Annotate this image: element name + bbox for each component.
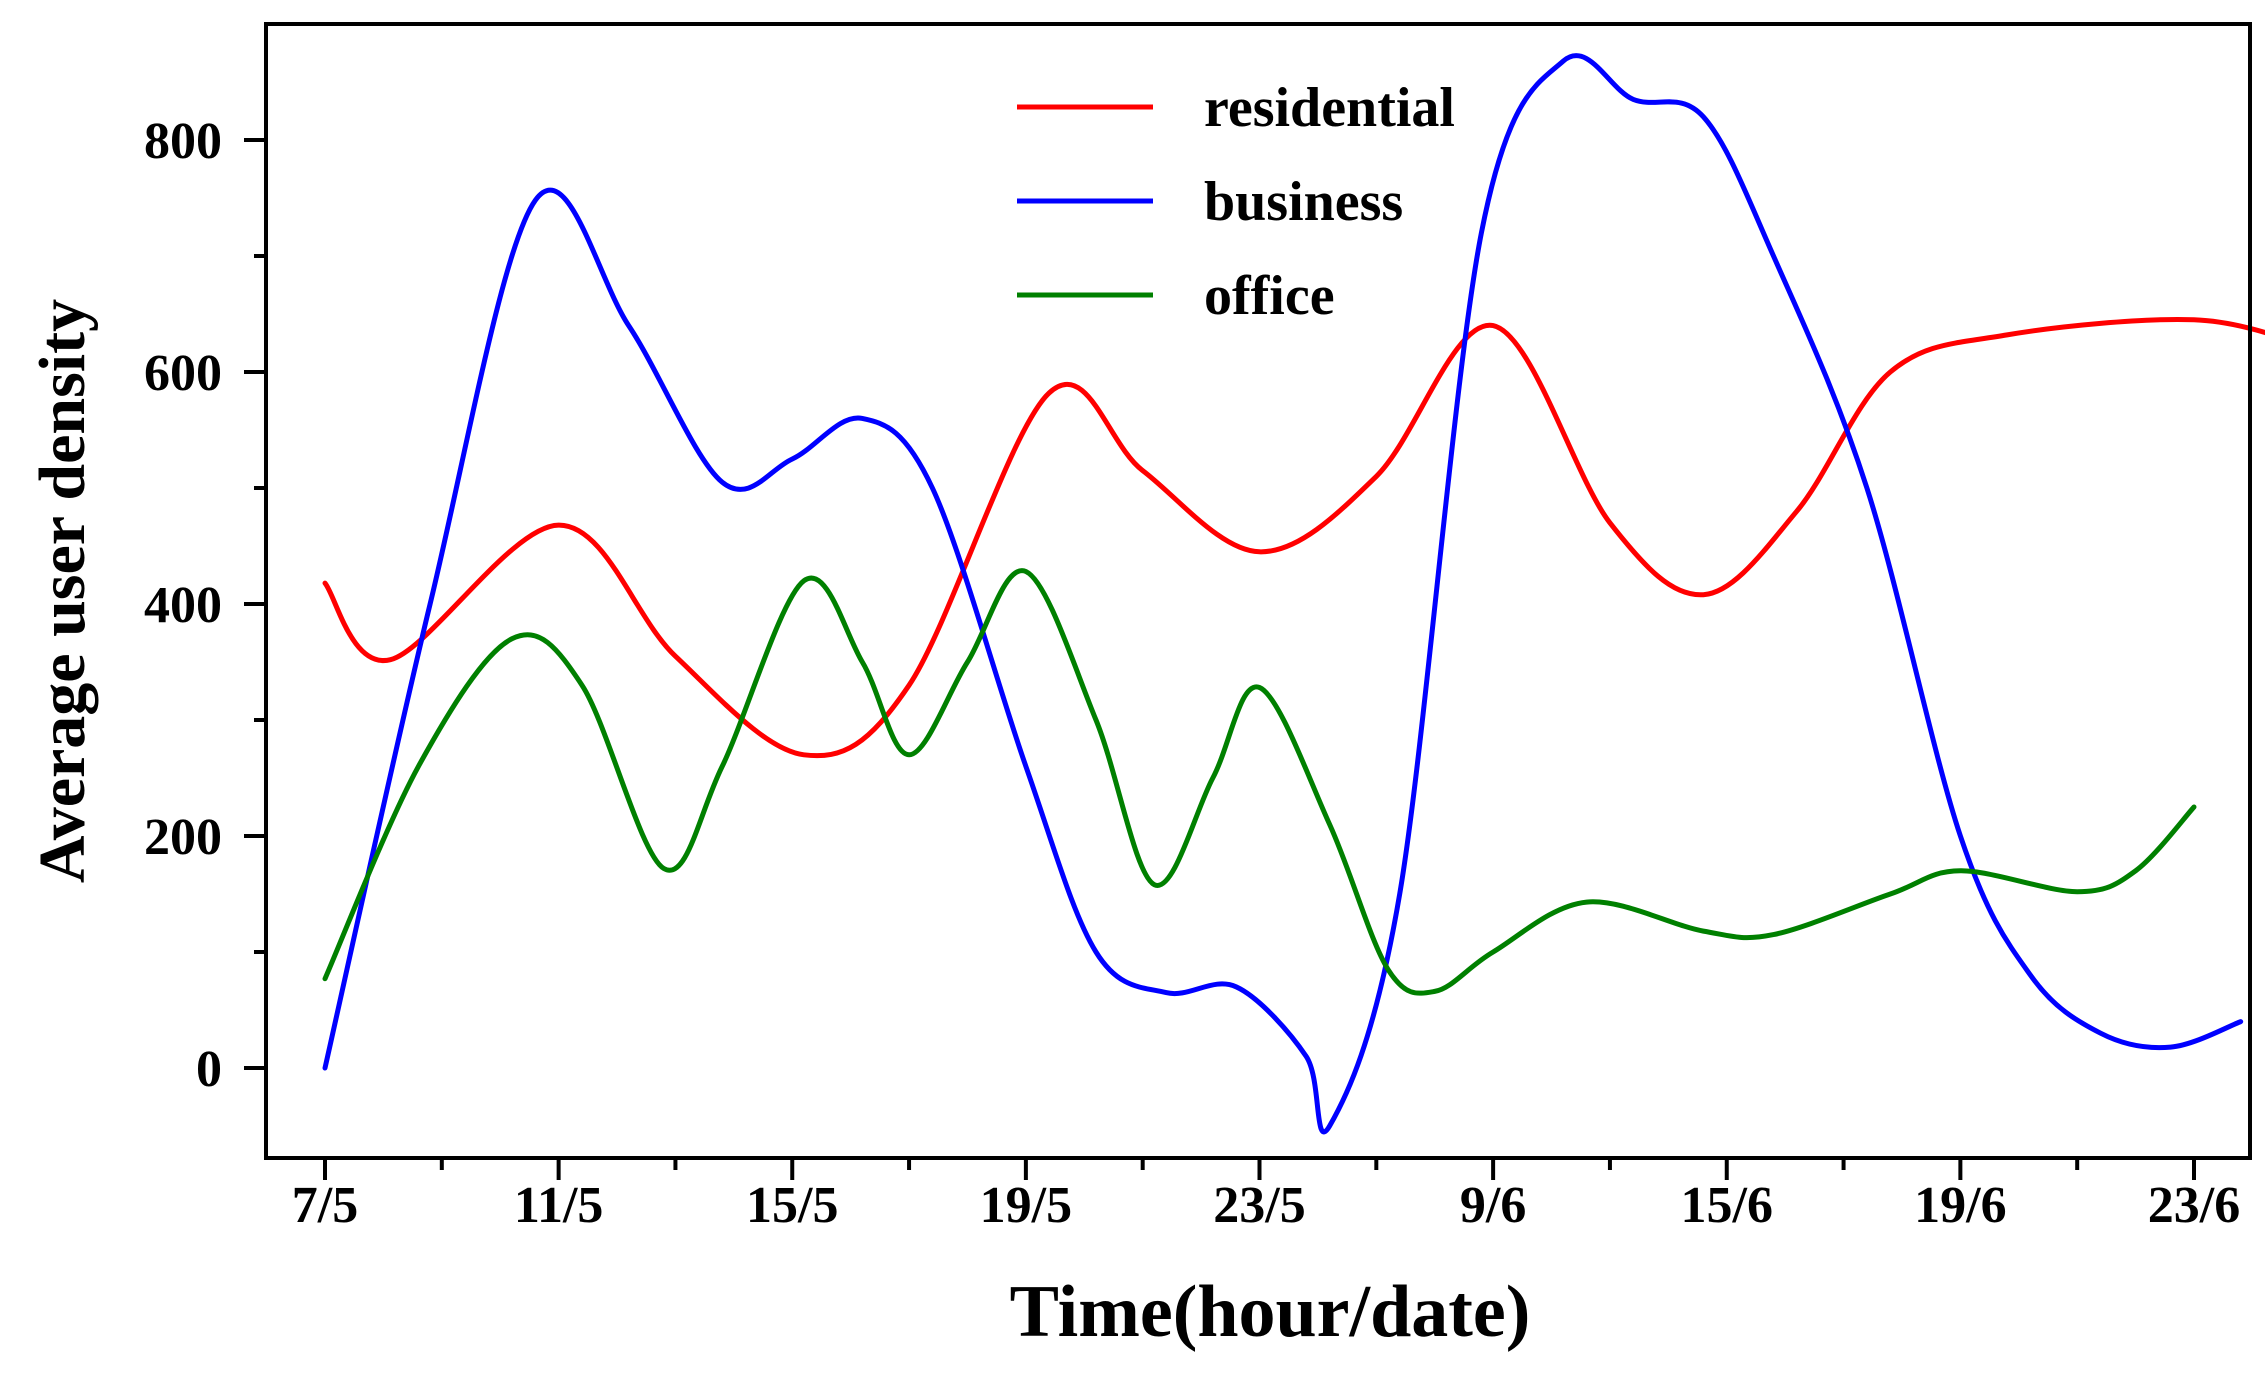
x-tick-label: 23/5 xyxy=(1213,1177,1305,1234)
series-line-business xyxy=(322,53,2244,1135)
legend: residential business office xyxy=(1017,77,1455,327)
legend-label-residential: residential xyxy=(1204,77,1455,139)
x-axis-title: Time(hour/date) xyxy=(1010,1271,1531,1353)
y-tick-label: 600 xyxy=(144,345,222,402)
y-tick-label: 200 xyxy=(144,809,222,866)
x-tick-label: 19/5 xyxy=(980,1177,1072,1234)
x-tick-label: 15/5 xyxy=(746,1177,838,1234)
y-tick-label: 400 xyxy=(144,577,222,634)
axis-ticks: 7/5 11/5 15/5 19/5 23/5 9/6 15/6 19/6 23/6 0 200 40… xyxy=(144,113,2240,1234)
x-tick-label: 9/6 xyxy=(1460,1177,1526,1234)
y-axis-title: Average user density xyxy=(26,299,99,883)
x-tick-label: 7/5 xyxy=(292,1177,358,1234)
y-tick-label: 0 xyxy=(196,1041,222,1098)
x-tick-label: 23/6 xyxy=(2148,1177,2240,1234)
legend-label-office: office xyxy=(1204,265,1335,327)
series-line-office xyxy=(322,568,2197,996)
y-tick-label: 800 xyxy=(144,113,222,170)
x-tick-label: 15/6 xyxy=(1681,1177,1773,1234)
series-line-residential xyxy=(322,317,2265,759)
series-layer xyxy=(322,53,2265,1135)
x-tick-label: 11/5 xyxy=(514,1177,604,1234)
legend-label-business: business xyxy=(1204,171,1403,233)
x-tick-label: 19/6 xyxy=(1914,1177,2006,1234)
